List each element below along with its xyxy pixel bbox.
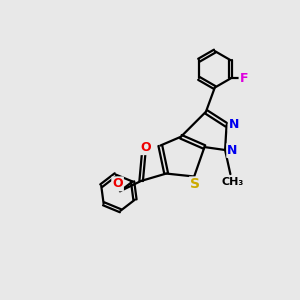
- Text: S: S: [190, 177, 200, 191]
- Text: CH₃: CH₃: [222, 176, 244, 187]
- Text: N: N: [229, 118, 239, 131]
- Text: O: O: [112, 177, 123, 190]
- Text: F: F: [240, 72, 248, 85]
- Text: N: N: [227, 144, 238, 157]
- Text: O: O: [141, 141, 151, 154]
